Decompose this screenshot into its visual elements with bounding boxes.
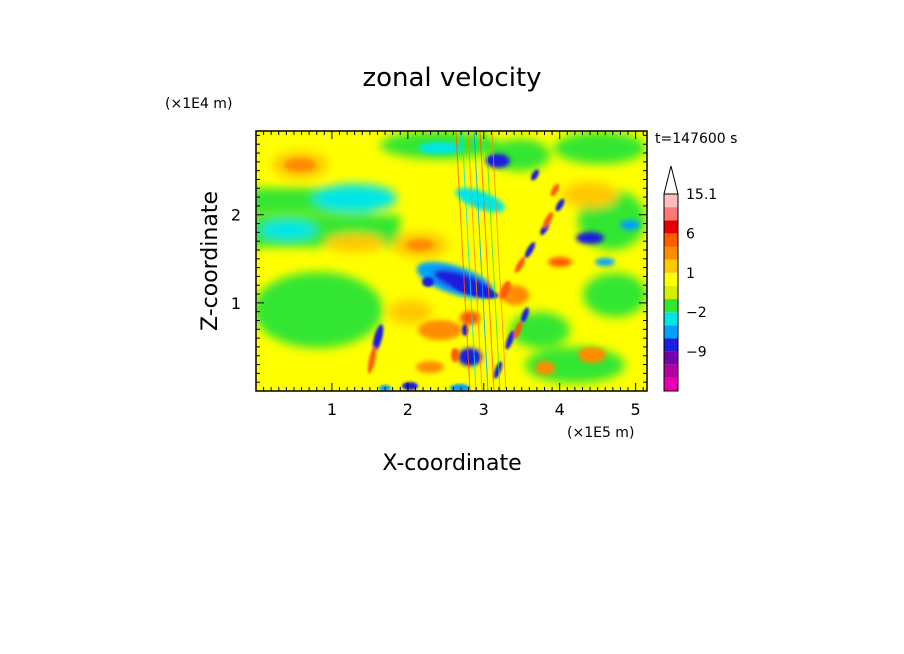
colorbar-swatch	[664, 220, 678, 234]
x-tick-labels: 1 2 3 4 5	[327, 400, 641, 419]
colorbar-swatch	[664, 207, 678, 221]
y-tick-label: 1	[231, 294, 241, 313]
contour-line	[479, 131, 495, 391]
colorbar-tick-label: −2	[686, 305, 707, 321]
contour-patch	[418, 142, 462, 154]
contour-patch	[524, 242, 536, 258]
colorbar-swatch	[664, 299, 678, 313]
colorbar-tick-label: 6	[686, 226, 695, 242]
colorbar: 15.1 6 1 −2 −9	[663, 165, 717, 392]
contour-patch	[493, 361, 503, 379]
contour-patch	[583, 273, 647, 317]
x-axis-label: X-coordinate	[382, 451, 521, 476]
x-tick-label: 1	[327, 400, 337, 419]
contour-patch	[455, 187, 505, 213]
contour-patch	[562, 182, 618, 208]
contour-patch	[620, 220, 640, 230]
contour-patch	[535, 361, 555, 375]
contour-patch	[372, 324, 384, 352]
contour-line	[455, 131, 471, 391]
colorbar-swatch	[664, 338, 678, 352]
field-fine-features	[367, 156, 565, 391]
contour-patch	[418, 320, 462, 340]
contour-patch	[521, 307, 529, 323]
y-axis-ticks	[256, 134, 647, 383]
contour-patch	[256, 272, 383, 348]
x-tick-label: 3	[479, 400, 489, 419]
contour-patch	[531, 169, 539, 181]
colorbar-swatch	[664, 364, 678, 378]
colorbar-swatch	[664, 272, 678, 286]
colorbar-swatch	[664, 246, 678, 260]
contour-line	[467, 131, 483, 391]
colorbar-swatch	[664, 351, 678, 365]
contour-patch	[548, 257, 572, 267]
plot-frame	[255, 130, 648, 392]
colorbar-swatch	[664, 194, 678, 208]
x-axis-ticks	[263, 131, 644, 391]
contour-patch	[416, 361, 444, 373]
contour-patch	[450, 384, 470, 391]
y-axis-label: Z-coordinate	[198, 191, 223, 331]
contour-patch	[550, 183, 560, 197]
contour-patch	[402, 382, 418, 390]
contour-patch	[542, 212, 554, 228]
contour-patch	[487, 156, 505, 164]
chart-title: zonal velocity	[362, 63, 541, 93]
contour-patch	[313, 184, 397, 212]
contour-line	[491, 131, 507, 391]
contour-patch	[260, 220, 316, 240]
colorbar-swatch	[664, 233, 678, 247]
y-tick-label: 2	[231, 206, 241, 225]
contour-line	[473, 131, 489, 391]
colorbar-tick-label: −9	[686, 345, 707, 361]
colorbar-swatch	[664, 325, 678, 339]
y-unit-label: (×1E4 m)	[165, 96, 232, 112]
contour-patch	[325, 234, 385, 252]
contour-patch	[499, 280, 511, 300]
contour-patch	[578, 347, 606, 363]
colorbar-tick-label: 1	[686, 266, 695, 282]
contour-patch	[422, 277, 434, 287]
contour-patch	[388, 300, 432, 324]
colorbar-frame	[663, 193, 679, 392]
time-label: t=147600 s	[655, 131, 737, 147]
x-tick-label: 2	[403, 400, 413, 419]
contour-patch	[576, 232, 604, 244]
contour-patch	[555, 198, 565, 212]
contour-patch	[463, 351, 477, 363]
contour-patch	[460, 311, 480, 325]
x-unit-label: (×1E5 m)	[567, 425, 634, 441]
colorbar-tick-label: 15.1	[686, 187, 717, 203]
contour-patch	[513, 321, 523, 339]
colorbar-swatch	[664, 377, 678, 391]
contour-patch	[406, 239, 434, 251]
x-tick-label: 4	[555, 400, 565, 419]
y-tick-labels: 12	[231, 206, 241, 313]
contour-patch	[451, 281, 499, 299]
colorbar-swatch	[664, 259, 678, 273]
colorbar-swatch	[664, 285, 678, 300]
contour-line	[485, 131, 501, 391]
velocity-field	[256, 131, 647, 391]
field-wave-striations	[455, 131, 507, 391]
contour-patch	[554, 132, 646, 164]
contour-patch	[451, 348, 459, 362]
contour-patch	[514, 257, 526, 273]
x-tick-label: 5	[631, 400, 641, 419]
contour-patch	[284, 158, 316, 172]
contour-patch	[505, 330, 515, 350]
colorbar-over-arrow	[663, 165, 679, 195]
contour-line	[461, 131, 477, 391]
contour-patch	[595, 258, 615, 266]
colorbar-swatch	[664, 312, 678, 326]
contour-patch	[367, 346, 377, 374]
